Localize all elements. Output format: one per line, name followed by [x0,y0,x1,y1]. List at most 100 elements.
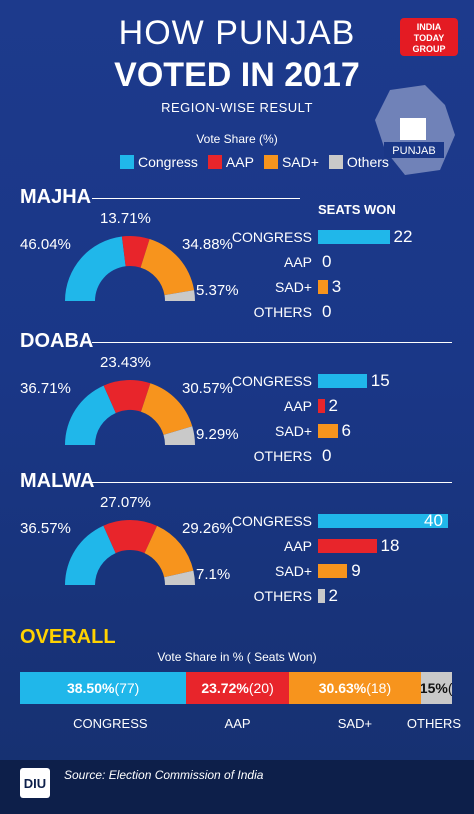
vote-share-slice [65,385,116,445]
divider [92,198,300,199]
seat-row-label: SAD+ [275,423,312,439]
overall-category: SAD+ [337,716,373,731]
seat-row-label: CONGRESS [231,373,312,389]
seat-bar [318,280,328,294]
overall-segment: 30.63% (18) [288,672,422,704]
overall-segment: 38.50% (77) [20,672,187,704]
seat-bar [318,589,325,603]
seat-bar [318,424,338,438]
overall-segment: 7.15%(2) [421,672,452,704]
seat-bar-value: 6 [341,421,351,440]
legend-swatch [263,155,278,169]
seat-row-label: CONGRESS [231,229,312,245]
overall-subtitle: Vote Share in % ( Seats Won) [157,650,317,664]
legend-swatch [328,155,343,169]
overall-seats: (77) [114,680,140,696]
seat-row-label: CONGRESS [231,513,312,529]
seat-bar [318,564,348,578]
region-title: MAJHA [20,186,92,208]
overall-segment: 23.72% (20) [186,672,289,704]
diu-logo: DIU [20,768,50,798]
seat-row-label: OTHERS [253,304,312,320]
overall-bar: 38.50%(77)23.72%(20)30.63%(18)7.15%(2) [20,672,452,704]
region-title: MALWA [20,470,95,492]
seat-row-label: OTHERS [253,448,312,464]
overall-seats: (18) [366,680,392,696]
divider [92,342,452,343]
seat-bar [318,399,325,413]
seats-won-heading: SEATS WON [318,202,396,217]
seat-row-label: OTHERS [253,588,312,604]
logo-line-3: GROUP [412,44,446,54]
seat-bar-value: 22 [393,227,413,246]
source-text: Source: Election Commission of India [64,768,264,782]
overall-category: CONGRESS [73,716,148,731]
vote-share-label: 13.71% [100,210,151,227]
vote-share-slice [164,570,195,585]
vote-share-label: 36.57% [20,520,71,537]
vote-share-label: 46.04% [20,236,71,253]
legend-item: SAD+ [263,154,319,170]
overall-heading: OVERALL [20,626,116,648]
seat-bar [318,374,367,388]
seat-row-label: SAD+ [275,563,312,579]
vote-share-slice [65,236,126,301]
vote-share-slice [65,525,116,585]
vote-share-label: 7.1% [196,566,231,583]
seat-row-label: SAD+ [275,279,312,295]
title-line-2: VOTED IN 2017 [114,56,360,94]
vote-share-label: 30.57% [182,380,233,397]
seat-bar-value: 0 [322,302,332,321]
seat-bar-value: 9 [351,561,361,580]
legend-label: Others [346,154,389,170]
overall-category: OTHERS [406,716,462,731]
legend-item: AAP [207,154,254,170]
vote-share-label: 5.37% [196,282,239,299]
seat-bar-value: 2 [328,586,338,605]
legend-swatch [120,155,134,169]
legend-label: AAP [225,154,254,170]
legend-item: Others [328,154,389,170]
legend-label: SAD+ [281,154,319,170]
vote-share-slice [121,236,150,268]
title-line-1: HOW PUNJAB [118,14,356,52]
seat-row-label: AAP [283,538,312,554]
overall-seats: (20) [248,680,274,696]
map-label: PUNJAB [392,145,435,157]
seat-bar-value: 18 [380,536,400,555]
legend-label: Congress [138,154,198,170]
subtitle: REGION-WISE RESULT [161,100,313,115]
vote-share-label: 36.71% [20,380,71,397]
vote-share-slice [103,380,151,414]
vote-share-label: 27.07% [100,494,151,511]
seat-bar [318,539,377,553]
seat-bar [318,230,390,244]
seat-bar-value: 3 [331,277,342,296]
overall-share: 7.15% [421,680,448,696]
overall-share: 38.50% [66,680,115,696]
logo-line-2: TODAY [413,33,445,43]
footer [0,760,474,814]
seat-bar-value: 0 [322,446,332,465]
legend-swatch [207,155,222,169]
vote-share-slice [103,520,158,554]
overall-category: AAP [224,716,251,731]
seat-row-label: AAP [283,398,312,414]
seat-bar-value: 15 [370,371,390,390]
vote-share-label: 34.88% [182,236,233,253]
seat-row-label: AAP [283,254,312,270]
seat-bar-value: 40 [424,511,443,530]
region-title: DOABA [20,330,94,352]
seat-bar [318,514,448,528]
india-today-logo: INDIA TODAY GROUP [400,18,458,56]
overall-seats: (2) [448,680,452,696]
legend-item: Congress [120,154,198,170]
logo-line-1: INDIA [416,22,442,32]
overall-share: 23.72% [201,680,249,696]
seat-bar-value: 2 [328,396,338,415]
seat-bar-value: 0 [322,252,332,271]
legend: Congress AAP SAD+ Others [120,154,389,170]
vote-share-slice [164,290,195,301]
vote-share-label: 9.29% [196,426,239,443]
